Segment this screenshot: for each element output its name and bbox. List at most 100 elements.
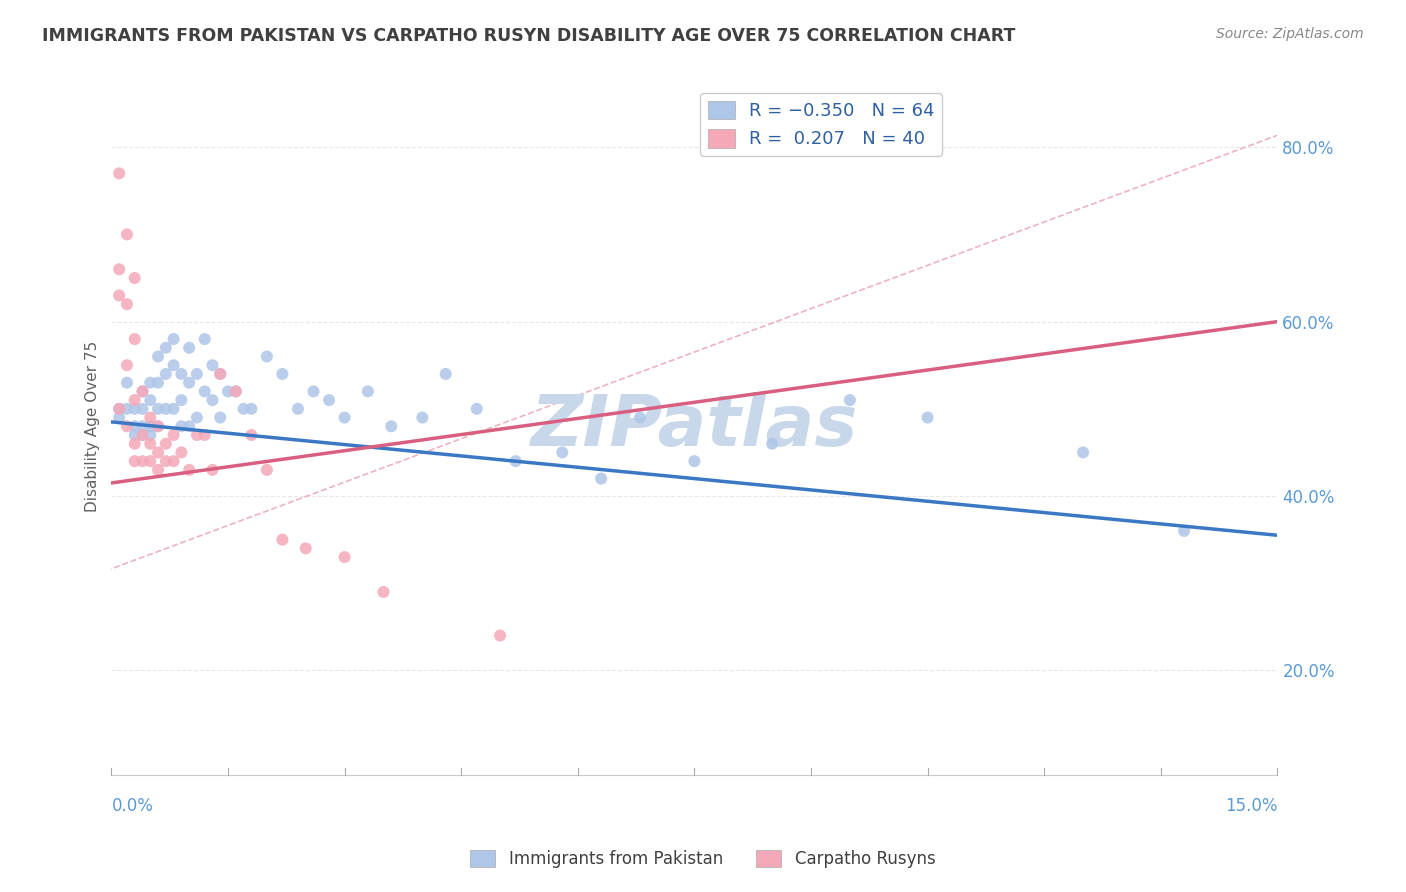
- Point: [256, 463, 278, 477]
- Point: [194, 332, 217, 346]
- Legend: Immigrants from Pakistan, Carpatho Rusyns: Immigrants from Pakistan, Carpatho Rusyn…: [464, 843, 942, 875]
- Point: [194, 384, 217, 399]
- Point: [124, 454, 146, 468]
- Text: 15.0%: 15.0%: [1225, 797, 1278, 815]
- Point: [108, 401, 131, 416]
- Point: [551, 445, 574, 459]
- Point: [225, 384, 247, 399]
- Point: [489, 629, 512, 643]
- Point: [411, 410, 433, 425]
- Point: [232, 401, 254, 416]
- Point: [139, 454, 162, 468]
- Point: [240, 428, 263, 442]
- Point: [287, 401, 309, 416]
- Point: [162, 454, 184, 468]
- Y-axis label: Disability Age Over 75: Disability Age Over 75: [86, 341, 100, 512]
- Text: ZIPatlas: ZIPatlas: [530, 392, 858, 461]
- Point: [373, 585, 395, 599]
- Point: [115, 297, 138, 311]
- Point: [217, 384, 239, 399]
- Point: [108, 262, 131, 277]
- Point: [761, 436, 783, 450]
- Point: [179, 376, 201, 390]
- Point: [162, 401, 184, 416]
- Point: [131, 384, 153, 399]
- Point: [131, 419, 153, 434]
- Point: [146, 419, 169, 434]
- Point: [108, 288, 131, 302]
- Point: [108, 401, 131, 416]
- Point: [115, 401, 138, 416]
- Point: [124, 419, 146, 434]
- Point: [170, 445, 193, 459]
- Point: [179, 341, 201, 355]
- Point: [146, 376, 169, 390]
- Point: [209, 367, 232, 381]
- Point: [124, 428, 146, 442]
- Point: [591, 472, 613, 486]
- Point: [155, 454, 177, 468]
- Point: [683, 454, 706, 468]
- Point: [240, 401, 263, 416]
- Point: [302, 384, 325, 399]
- Point: [271, 533, 294, 547]
- Point: [146, 445, 169, 459]
- Point: [294, 541, 316, 556]
- Legend: R = −0.350   N = 64, R =  0.207   N = 40: R = −0.350 N = 64, R = 0.207 N = 40: [700, 94, 942, 155]
- Point: [333, 410, 356, 425]
- Point: [162, 428, 184, 442]
- Point: [155, 341, 177, 355]
- Point: [155, 401, 177, 416]
- Point: [505, 454, 527, 468]
- Point: [186, 410, 208, 425]
- Point: [357, 384, 380, 399]
- Point: [155, 436, 177, 450]
- Point: [186, 367, 208, 381]
- Point: [139, 410, 162, 425]
- Point: [434, 367, 457, 381]
- Point: [162, 358, 184, 372]
- Point: [131, 384, 153, 399]
- Point: [201, 463, 224, 477]
- Point: [124, 393, 146, 408]
- Point: [146, 463, 169, 477]
- Point: [209, 410, 232, 425]
- Point: [124, 436, 146, 450]
- Point: [146, 419, 169, 434]
- Point: [256, 350, 278, 364]
- Point: [131, 454, 153, 468]
- Point: [108, 166, 131, 180]
- Point: [201, 393, 224, 408]
- Point: [139, 393, 162, 408]
- Point: [209, 367, 232, 381]
- Point: [318, 393, 340, 408]
- Point: [465, 401, 488, 416]
- Point: [115, 376, 138, 390]
- Point: [139, 376, 162, 390]
- Point: [139, 419, 162, 434]
- Point: [139, 428, 162, 442]
- Point: [628, 410, 651, 425]
- Point: [146, 401, 169, 416]
- Point: [170, 419, 193, 434]
- Point: [170, 393, 193, 408]
- Point: [115, 358, 138, 372]
- Point: [179, 463, 201, 477]
- Text: Source: ZipAtlas.com: Source: ZipAtlas.com: [1216, 27, 1364, 41]
- Point: [124, 401, 146, 416]
- Point: [380, 419, 402, 434]
- Point: [124, 271, 146, 285]
- Point: [201, 358, 224, 372]
- Point: [131, 428, 153, 442]
- Point: [115, 227, 138, 242]
- Text: IMMIGRANTS FROM PAKISTAN VS CARPATHO RUSYN DISABILITY AGE OVER 75 CORRELATION CH: IMMIGRANTS FROM PAKISTAN VS CARPATHO RUS…: [42, 27, 1015, 45]
- Point: [225, 384, 247, 399]
- Point: [1173, 524, 1195, 538]
- Point: [131, 401, 153, 416]
- Point: [131, 428, 153, 442]
- Point: [179, 419, 201, 434]
- Point: [1071, 445, 1094, 459]
- Point: [170, 367, 193, 381]
- Point: [194, 428, 217, 442]
- Point: [333, 550, 356, 565]
